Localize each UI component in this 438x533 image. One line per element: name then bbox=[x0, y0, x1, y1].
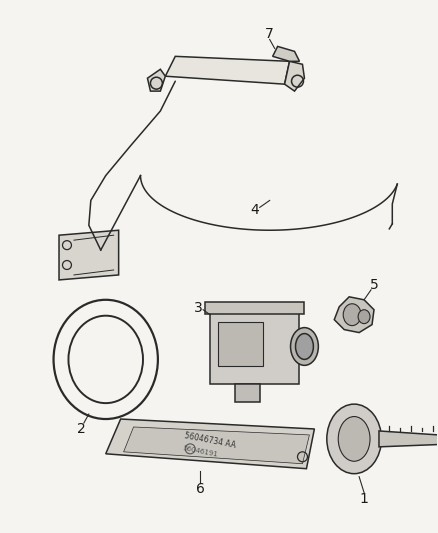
Polygon shape bbox=[273, 46, 300, 61]
Ellipse shape bbox=[343, 304, 361, 326]
Polygon shape bbox=[124, 427, 309, 464]
Ellipse shape bbox=[327, 404, 381, 474]
Polygon shape bbox=[165, 56, 290, 84]
Text: 5: 5 bbox=[370, 278, 378, 292]
Text: 56046734 AA: 56046734 AA bbox=[184, 432, 237, 450]
Polygon shape bbox=[59, 230, 119, 280]
FancyBboxPatch shape bbox=[235, 384, 260, 402]
Polygon shape bbox=[379, 431, 438, 447]
Text: 4: 4 bbox=[251, 204, 259, 217]
Text: 2: 2 bbox=[77, 422, 85, 436]
Text: 3: 3 bbox=[194, 301, 202, 315]
FancyBboxPatch shape bbox=[205, 302, 304, 314]
Text: 7: 7 bbox=[265, 28, 274, 42]
Ellipse shape bbox=[290, 328, 318, 365]
FancyBboxPatch shape bbox=[210, 310, 300, 384]
Text: 56046191: 56046191 bbox=[182, 446, 218, 458]
Ellipse shape bbox=[358, 310, 370, 324]
Polygon shape bbox=[285, 61, 304, 91]
Polygon shape bbox=[106, 419, 314, 469]
FancyBboxPatch shape bbox=[218, 321, 263, 366]
Polygon shape bbox=[334, 297, 374, 333]
Text: 1: 1 bbox=[360, 491, 368, 505]
Ellipse shape bbox=[338, 417, 370, 461]
Text: 6: 6 bbox=[196, 482, 205, 496]
Ellipse shape bbox=[296, 334, 314, 359]
Polygon shape bbox=[148, 69, 165, 91]
